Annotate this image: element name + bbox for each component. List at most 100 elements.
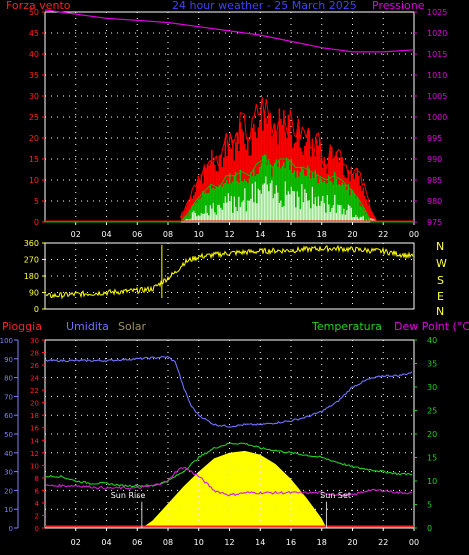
humidity-axis-tick-label: 40 [4,450,13,458]
humidity-line [45,355,413,428]
top-right-tick-label: 1005 [427,92,447,101]
rain-axis-tick-label: 30 [30,337,39,345]
bottom-x-tick-label: 20 [347,538,357,547]
temperature-axis-tick-label: 20 [427,430,437,439]
temperature-axis-tick-label: 30 [427,383,437,392]
humidity-axis-tick-label: 70 [4,393,13,401]
top-left-tick-label: 5 [34,197,39,206]
wind-direction-panel: 0 90 180 270 360 [24,239,415,314]
wind-pressure-panel: 02 04 06 08 10 12 14 16 18 20 22 000510152025303540… [29,8,448,239]
temperature-axis-tick-label: 5 [427,501,432,510]
humidity-axis-tick-label: 100 [0,337,13,345]
dewpoint-line [45,467,413,498]
top-right-tick-label: 1015 [427,50,447,59]
humidity-axis-tick-label: 50 [4,431,13,439]
temperature-axis-tick-label: 10 [427,477,437,486]
humidity-axis-tick-label: 0 [9,525,13,533]
wind-gust-line [179,97,377,221]
top-right-tick-label: 1000 [427,113,447,122]
sunset-label: Sun Set [320,491,351,500]
top-x-tick-label: 04 [101,230,111,239]
bottom-x-tick-label: 10 [194,538,204,547]
rain-axis-tick-label: 14 [30,437,39,445]
rain-axis-tick-label: 2 [35,512,39,520]
direction-label-n-bottom: N [436,305,444,318]
rain-axis-tick-label: 0 [35,525,39,533]
bottom-x-tick-label: 08 [163,538,173,547]
top-left-tick-label: 10 [29,176,39,185]
rain-axis-tick-label: 28 [30,350,39,358]
humidity-axis-tick-label: 80 [4,375,13,383]
wind-speed-label: Forza vento [6,0,71,12]
top-x-tick-label: 20 [347,230,357,239]
top-right-tick-label: 1010 [427,71,447,80]
top-right-tick-label: 990 [427,155,442,164]
mid-left-tick-label: 180 [24,272,39,281]
bottom-x-tick-label: 22 [378,538,388,547]
top-x-tick-label: 06 [132,230,142,239]
rain-axis-tick-label: 8 [35,475,39,483]
rain-axis-tick-label: 10 [30,462,39,470]
rain-axis-tick-label: 24 [30,375,39,383]
top-left-tick-label: 45 [29,29,39,38]
humidity-axis-tick-label: 60 [4,412,13,420]
temperature-axis-tick-label: 40 [427,336,437,345]
direction-label-s: S [437,274,444,287]
top-x-tick-label: 14 [255,230,265,239]
top-left-tick-label: 50 [29,8,39,17]
direction-label-n-top: N [436,240,444,253]
bottom-x-tick-label: 16 [286,538,296,547]
rain-axis-tick-label: 20 [30,400,39,408]
temperature-axis-tick-label: 35 [427,360,437,369]
top-right-tick-label: 1025 [427,8,447,17]
bottom-x-tick-label: 06 [132,538,142,547]
top-left-tick-label: 30 [29,92,39,101]
solar-area [45,450,414,528]
rain-axis-tick-label: 6 [35,487,40,495]
rain-axis-tick-label: 16 [30,425,39,433]
direction-label-w: W [436,257,447,270]
temperature-axis-tick-label: 25 [427,407,437,416]
wind-average-line [45,158,414,223]
humidity-axis-tick-label: 30 [4,469,13,477]
top-x-tick-label: 18 [317,230,327,239]
top-x-tick-label: 12 [224,230,234,239]
temperature-line [45,442,413,488]
bottom-x-tick-label: 02 [71,538,81,547]
bottom-x-tick-label: 14 [255,538,265,547]
humidity-label: Umidita [66,320,109,333]
bottom-x-tick-label: 12 [224,538,234,547]
top-right-tick-label: 985 [427,176,442,185]
solar-label: Solar [118,320,147,333]
rain-axis-tick-label: 18 [30,412,39,420]
top-right-tick-label: 980 [427,197,442,206]
temperature-axis-tick-label: 0 [427,524,432,533]
top-x-tick-label: 16 [286,230,296,239]
bottom-x-tick-label: 18 [317,538,327,547]
mid-left-tick-label: 270 [24,256,39,265]
top-x-tick-label: 10 [194,230,204,239]
temperature-label: Temperatura [311,320,382,333]
top-x-tick-label: 00 [409,230,419,239]
dewpoint-label: Dew Point (°C) [394,320,469,333]
top-x-tick-label: 22 [378,230,388,239]
rain-axis-tick-label: 22 [30,387,39,395]
humidity-axis-tick-label: 20 [4,487,13,495]
sunrise-label: Sun Rise [111,491,146,500]
rain-axis-tick-label: 26 [30,362,39,370]
mid-left-tick-label: 90 [29,289,39,298]
top-left-tick-label: 0 [34,218,39,227]
rain-axis-tick-label: 12 [30,450,39,458]
top-x-tick-label: 02 [71,230,81,239]
humidity-axis-tick-label: 10 [4,506,13,514]
temperature-humidity-panel: 02 04 06 08 10 12 14 16 18 20 22 000102030405060708… [0,336,437,547]
top-right-tick-label: 975 [427,218,442,227]
rain-label: Pioggia [2,320,42,333]
top-right-tick-label: 995 [427,134,442,143]
bottom-x-tick-label: 00 [409,538,419,547]
wind-series-group [45,97,414,223]
chart-title: 24 hour weather - 25 March 2025 [172,0,357,12]
wind-direction-trace [45,244,414,300]
top-left-tick-label: 15 [29,155,39,164]
